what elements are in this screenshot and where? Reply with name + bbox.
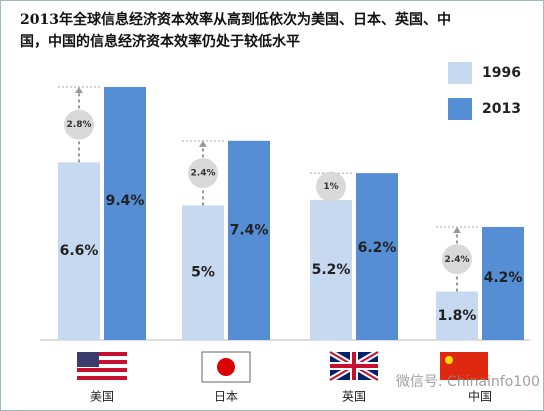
value-label: 5% (191, 265, 215, 281)
difference-badge (316, 171, 346, 202)
bar (104, 87, 146, 340)
flag-cn (440, 352, 488, 380)
legend-label: 1996 (482, 65, 521, 81)
value-label: 7.4% (230, 222, 269, 238)
chart-title: 国，中国的信息经济资本效率仍处于较低水平 (20, 33, 300, 50)
value-label: 6.2% (358, 240, 397, 256)
value-label: 6.6% (60, 243, 99, 259)
chart-title: 2013年全球信息经济资本效率从高到低依次为美国、日本、英国、中 (20, 11, 451, 28)
arrow-head (453, 226, 461, 233)
bar (482, 226, 524, 340)
flag-uk (328, 349, 380, 383)
arrow-head (199, 140, 207, 147)
bar (436, 291, 478, 340)
value-label: 5.2% (312, 262, 351, 278)
difference-badge (64, 109, 94, 140)
x-tick-label: 中国 (468, 389, 492, 404)
difference-label: 2.4% (445, 255, 470, 265)
flag-jp (201, 351, 251, 383)
value-label: 1.8% (438, 308, 477, 324)
difference-label: 2.8% (67, 120, 92, 130)
legend-label: 2013 (482, 101, 521, 117)
legend-swatch (448, 62, 472, 84)
difference-badge (188, 158, 218, 189)
x-tick-label: 日本 (214, 390, 238, 404)
watermark: 微信号: Chinainfo100 (396, 374, 540, 390)
bar (228, 140, 270, 340)
x-tick-label: 美国 (90, 390, 114, 404)
value-label: 4.2% (484, 270, 523, 286)
x-tick-label: 英国 (342, 390, 366, 404)
bar (58, 162, 100, 340)
value-label: 9.4% (106, 193, 145, 209)
bar (182, 205, 224, 340)
difference-label: 1% (323, 182, 338, 192)
bar (356, 173, 398, 340)
flag-us (77, 352, 127, 380)
difference-label: 2.4% (191, 169, 216, 179)
difference-badge (442, 244, 472, 275)
bar (310, 200, 352, 340)
arrow-head (75, 87, 83, 93)
legend-swatch (448, 98, 472, 120)
